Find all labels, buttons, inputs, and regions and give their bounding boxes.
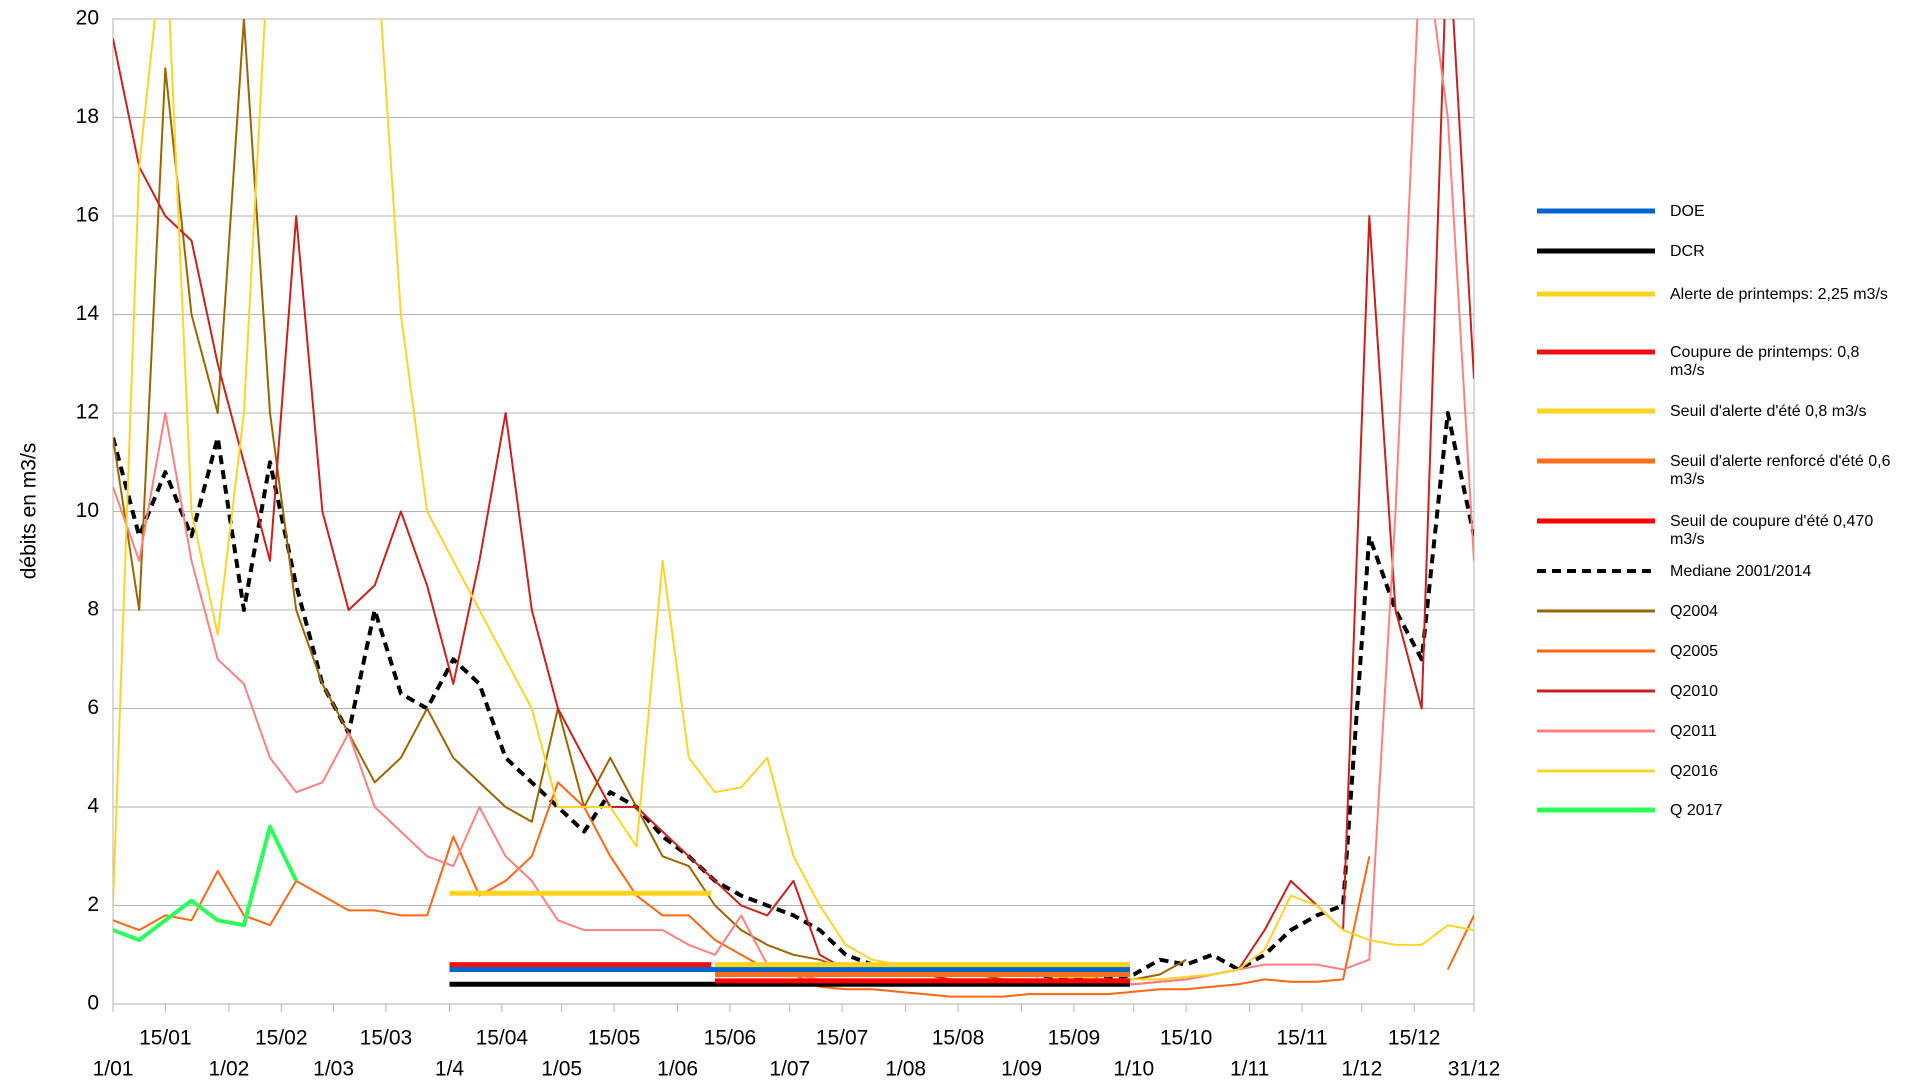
legend-swatch bbox=[1537, 518, 1655, 524]
legend-item: Q2016 bbox=[1537, 763, 1897, 781]
x-tick-label: 1/10 bbox=[1113, 1058, 1154, 1081]
x-tick-label: 1/4 bbox=[435, 1058, 465, 1081]
x-tick-label: 1/08 bbox=[885, 1058, 926, 1081]
series-line bbox=[113, 824, 299, 942]
legend-label: Seuil d'alerte d'été 0,8 m3/s bbox=[1670, 403, 1867, 420]
legend-swatch bbox=[1537, 649, 1655, 653]
x-tick-label: 15/08 bbox=[932, 1027, 985, 1050]
legend-label: DOE bbox=[1670, 203, 1705, 220]
y-tick-label: 12 bbox=[76, 401, 99, 424]
legend-item: Seuil d'alerte renforcé d'été 0,6 m3/s bbox=[1537, 453, 1897, 489]
legend-item: Q2005 bbox=[1537, 643, 1897, 661]
legend-swatch bbox=[1537, 408, 1655, 414]
legend-item: Q2010 bbox=[1537, 683, 1897, 701]
x-tick-label: 15/02 bbox=[255, 1027, 308, 1050]
x-tick-label: 1/11 bbox=[1230, 1058, 1269, 1081]
x-tick-label: 1/05 bbox=[541, 1058, 582, 1081]
legend-label: Seuil d'alerte renforcé d'été 0,6 m3/s bbox=[1670, 453, 1891, 488]
legend-item: Seuil d'alerte d'été 0,8 m3/s bbox=[1537, 403, 1897, 421]
legend-swatch bbox=[1537, 807, 1655, 813]
legend-item: Seuil de coupure d'été 0,470 m3/s bbox=[1537, 513, 1897, 549]
y-tick-label: 10 bbox=[76, 499, 99, 522]
legend-label: Alerte de printemps: 2,25 m3/s bbox=[1670, 286, 1888, 303]
legend-swatch bbox=[1537, 729, 1655, 733]
y-tick-label: 20 bbox=[76, 7, 99, 30]
y-tick-label: 18 bbox=[76, 105, 99, 128]
legend-label: Q2005 bbox=[1670, 643, 1719, 660]
x-tick-label: 15/09 bbox=[1048, 1027, 1101, 1050]
legend-swatch bbox=[1537, 769, 1655, 773]
x-tick-label: 1/01 bbox=[93, 1058, 134, 1081]
y-tick-label: 16 bbox=[76, 204, 99, 227]
legend-item: Q2011 bbox=[1537, 723, 1897, 741]
x-tick-label: 1/06 bbox=[657, 1058, 698, 1081]
legend-item: DOE bbox=[1537, 203, 1897, 221]
legend-swatch bbox=[1537, 689, 1655, 693]
y-tick-label: 14 bbox=[76, 302, 100, 325]
x-tick-label: 15/11 bbox=[1277, 1027, 1328, 1050]
x-tick-label: 1/03 bbox=[313, 1058, 354, 1081]
legend-label: Q2016 bbox=[1670, 763, 1719, 780]
legend-item: Mediane 2001/2014 bbox=[1537, 563, 1897, 581]
legend-item: Coupure de printemps: 0,8 m3/s bbox=[1537, 344, 1897, 380]
series-line bbox=[113, 411, 1474, 982]
series-line bbox=[113, 19, 1474, 986]
x-tick-label: 15/01 bbox=[139, 1027, 192, 1050]
legend-swatch bbox=[1537, 458, 1655, 464]
legend-label: Mediane 2001/2014 bbox=[1670, 563, 1812, 580]
legend-swatch bbox=[1537, 609, 1655, 613]
y-tick-label: 6 bbox=[87, 696, 99, 719]
x-tick-label: 15/05 bbox=[588, 1027, 641, 1050]
x-tick-label: 1/02 bbox=[208, 1058, 249, 1081]
lines bbox=[113, 19, 1474, 998]
x-tick-label: 15/10 bbox=[1160, 1027, 1213, 1050]
legend-label: Coupure de printemps: 0,8 m3/s bbox=[1670, 344, 1860, 379]
legend-swatch bbox=[1537, 349, 1655, 355]
legend-item: Q 2017 bbox=[1537, 802, 1897, 820]
y-tick-label: 8 bbox=[87, 598, 99, 621]
x-tick-label: 15/12 bbox=[1388, 1027, 1441, 1050]
legend-label: Q2010 bbox=[1670, 683, 1719, 700]
series-line bbox=[113, 781, 1474, 998]
y-tick-label: 4 bbox=[87, 795, 99, 818]
series-line bbox=[113, 19, 1474, 981]
y-axis-label: débits en m3/s bbox=[18, 443, 41, 580]
x-tick-label: 1/09 bbox=[1001, 1058, 1042, 1081]
legend-label: Seuil de coupure d'été 0,470 m3/s bbox=[1670, 513, 1874, 548]
legend-label: Q2011 bbox=[1670, 723, 1717, 740]
legend-swatch bbox=[1537, 208, 1655, 214]
legend-label: Q 2017 bbox=[1670, 802, 1723, 819]
legend-swatch bbox=[1537, 248, 1655, 254]
legend-swatch bbox=[1537, 569, 1655, 573]
legend-swatch bbox=[1537, 291, 1655, 297]
legend-item: Q2004 bbox=[1537, 603, 1897, 621]
legend-label: DCR bbox=[1670, 243, 1705, 260]
grid bbox=[112, 18, 1475, 1012]
x-tick-label: 15/07 bbox=[816, 1027, 869, 1050]
legend-label: Q2004 bbox=[1670, 603, 1719, 620]
series-line bbox=[113, 19, 1474, 986]
legend-item: DCR bbox=[1537, 243, 1897, 261]
x-tick-label: 15/06 bbox=[704, 1027, 757, 1050]
legend-item: Alerte de printemps: 2,25 m3/s bbox=[1537, 286, 1897, 304]
y-tick-label: 2 bbox=[87, 893, 99, 916]
y-tick-label: 0 bbox=[87, 992, 99, 1015]
x-tick-label: 1/12 bbox=[1341, 1058, 1382, 1081]
x-tick-label: 1/07 bbox=[769, 1058, 810, 1081]
x-tick-label: 15/04 bbox=[476, 1027, 529, 1050]
x-tick-label: 31/12 bbox=[1448, 1058, 1501, 1081]
x-tick-label: 15/03 bbox=[360, 1027, 413, 1050]
